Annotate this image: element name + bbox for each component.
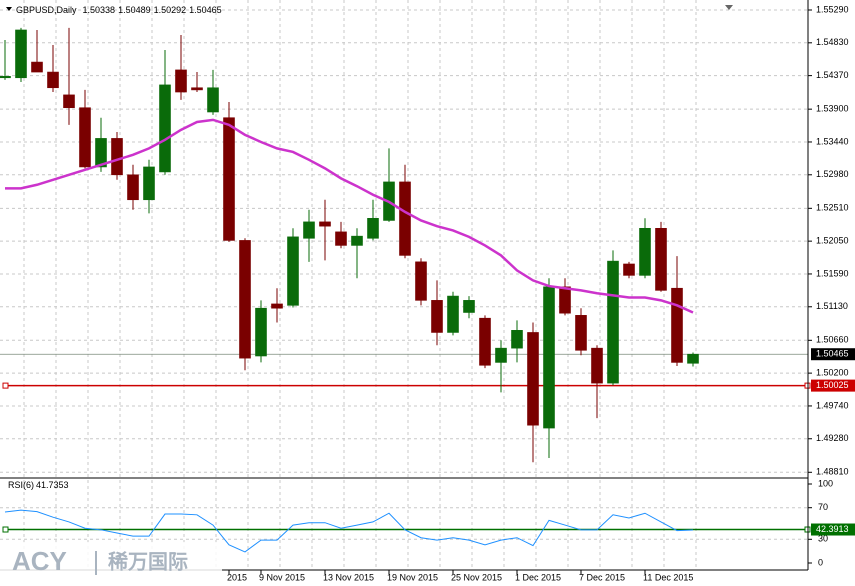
candle-body — [495, 347, 507, 363]
candle-body — [367, 218, 379, 239]
y-tick-label: 1.50660 — [816, 335, 849, 345]
current-price-box — [811, 348, 855, 361]
x-tick-label: 7 Dec 2015 — [579, 572, 625, 582]
candle-body — [111, 138, 123, 176]
y-tick-label: 1.53900 — [816, 104, 849, 114]
rsi-level-box — [811, 523, 855, 536]
candle-body — [431, 300, 443, 333]
candle-body — [639, 227, 651, 276]
candle-body — [671, 287, 683, 363]
candle-body — [559, 286, 571, 314]
rsi-line — [4, 509, 694, 553]
candle-body — [623, 263, 635, 276]
candle-body — [447, 295, 459, 333]
level-price-label: 1.50025 — [816, 380, 849, 390]
y-tick-label: 1.49280 — [816, 433, 849, 443]
x-tick-label: 13 Nov 2015 — [323, 572, 374, 582]
watermark-bg — [0, 542, 222, 586]
candle-body — [479, 317, 491, 366]
level-handle — [2, 382, 9, 389]
candle-body — [47, 71, 59, 89]
rsi-y-tick-label: 0 — [818, 557, 823, 567]
candle-body — [303, 221, 315, 239]
low-value: 1.50292 — [154, 5, 187, 15]
rsi-name: RSI(6) — [8, 480, 34, 490]
candle-body — [207, 87, 219, 113]
candle-body — [0, 76, 11, 79]
candle-body — [687, 353, 699, 364]
x-tick-label: 1 Dec 2015 — [515, 572, 561, 582]
candle-body — [527, 332, 539, 426]
shift-marker — [725, 5, 733, 10]
menu-arrow — [6, 7, 12, 11]
x-tick-label: 11 Dec 2015 — [643, 572, 693, 582]
rsi-level-handle — [2, 526, 9, 533]
candle-body — [239, 240, 251, 359]
x-tick-label: 25 Nov 2015 — [451, 572, 502, 582]
x-tick-label: 19 Nov 2015 — [387, 572, 438, 582]
y-tick-label: 1.48810 — [816, 467, 849, 477]
candle-body — [191, 87, 203, 91]
symbol: GBPUSD,Daily — [16, 5, 77, 15]
y-tick-label: 1.51130 — [816, 301, 848, 311]
candle-body — [143, 166, 155, 201]
y-tick-label: 1.54370 — [816, 70, 849, 80]
candle-body — [607, 260, 619, 384]
candle-body — [159, 84, 171, 173]
rsi-y-tick-label: 30 — [818, 534, 828, 544]
candle-body — [463, 300, 475, 313]
current-price-label: 1.50465 — [816, 349, 849, 359]
brand: ACY — [12, 546, 67, 576]
rsi-y-tick-label: 100 — [818, 478, 833, 488]
y-tick-label: 1.51590 — [816, 268, 849, 278]
rsi-y-tick-label: 70 — [818, 502, 828, 512]
rsi-title: RSI(6) 41.7353 — [8, 480, 69, 490]
candle-body — [79, 107, 91, 168]
watermark: ACY 稀万国际 — [0, 542, 222, 586]
candle-body — [335, 231, 347, 246]
y-tick-label: 1.52510 — [816, 203, 849, 213]
x-tick-label: 9 Nov 2015 — [259, 572, 305, 582]
y-tick-label: 1.49740 — [816, 400, 849, 410]
y-tick-label: 1.52050 — [816, 236, 849, 246]
y-tick-label: 1.53440 — [816, 136, 849, 146]
candle-body — [591, 347, 603, 384]
y-tick-label: 1.50200 — [816, 368, 849, 378]
candle-body — [15, 29, 27, 79]
candle-body — [95, 138, 107, 168]
candle-body — [271, 303, 283, 309]
moving-average — [5, 118, 694, 314]
level-price-box — [811, 379, 855, 392]
brand-name: 稀万国际 — [108, 549, 188, 573]
candle-body — [575, 315, 587, 351]
candle-body — [223, 117, 235, 241]
candle-body — [655, 227, 667, 291]
candle-body — [415, 261, 427, 301]
y-tick-label: 1.52980 — [816, 169, 849, 179]
candle-body — [399, 181, 411, 256]
candle-body — [511, 330, 523, 349]
candle-body — [543, 286, 555, 429]
candle-body — [255, 307, 267, 357]
candle-body — [127, 174, 139, 201]
rsi-level-label: 42.3913 — [816, 524, 849, 534]
y-tick-label: 1.54830 — [816, 37, 849, 47]
candle-body — [351, 235, 363, 246]
candle-body — [31, 61, 43, 73]
y-tick-label: 1.55290 — [816, 4, 849, 14]
high-value: 1.50489 — [118, 5, 151, 15]
candle-body — [287, 236, 299, 306]
plot: 2015 9 Nov 2015 13 Nov 2015 19 Nov 2015 25 N… — [0, 0, 811, 582]
x-tick-label: 2015 — [227, 572, 247, 582]
candle-body — [63, 94, 75, 109]
open-value: 1.50338 — [83, 5, 116, 15]
chart-title: GBPUSD,Daily 1.50338 1.50489 1.50292 1.50465 — [16, 5, 222, 15]
rsi-current: 41.7353 — [36, 480, 69, 490]
candle-body — [175, 69, 187, 93]
candle-body — [319, 221, 331, 227]
close-value: 1.50465 — [189, 5, 222, 15]
